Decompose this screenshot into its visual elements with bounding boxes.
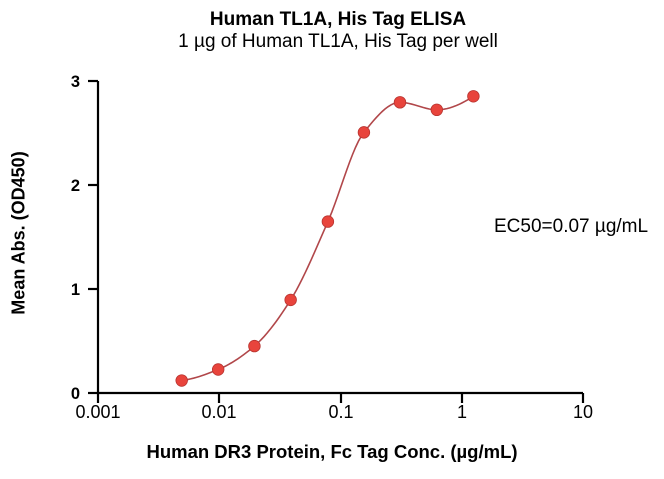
svg-text:2: 2 <box>71 177 80 195</box>
svg-text:3: 3 <box>71 73 80 91</box>
svg-text:10: 10 <box>573 402 593 422</box>
svg-text:0.001: 0.001 <box>75 402 120 422</box>
svg-text:0: 0 <box>71 385 80 403</box>
svg-text:0.01: 0.01 <box>201 402 236 422</box>
svg-text:1: 1 <box>71 281 80 299</box>
svg-text:1: 1 <box>457 402 467 422</box>
svg-text:0.1: 0.1 <box>328 402 353 422</box>
